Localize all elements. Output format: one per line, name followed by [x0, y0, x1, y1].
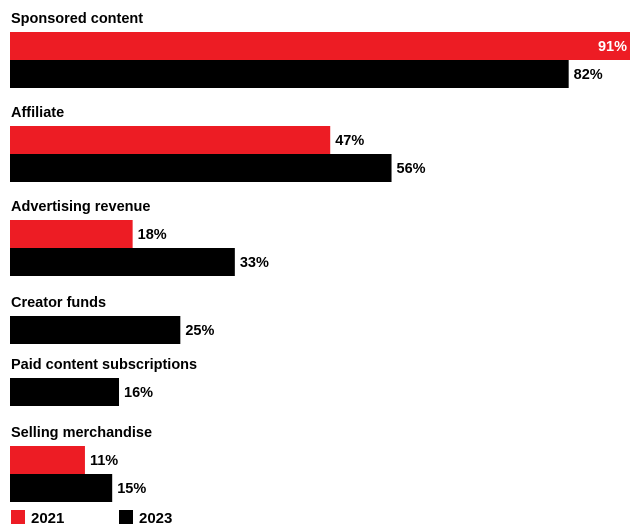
- category-group-selling-merchandise: Selling merchandise 11% 15%: [10, 425, 152, 502]
- category-label: Sponsored content: [11, 11, 143, 27]
- category-label: Paid content subscriptions: [11, 357, 197, 373]
- value-label-2023: 15%: [117, 481, 146, 497]
- bar-2023: [10, 60, 569, 88]
- category-group-paid-content-subscriptions: Paid content subscriptions 16%: [10, 357, 197, 406]
- value-label-2023: 56%: [397, 161, 426, 177]
- bar-2023: [10, 474, 113, 502]
- category-label: Advertising revenue: [11, 199, 150, 215]
- value-label-2023: 33%: [240, 255, 269, 271]
- category-group-sponsored-content: Sponsored content 91% 82%: [10, 11, 630, 88]
- plot-area: Sponsored content 91% 82% Affiliate 47% 56% Ad…: [10, 11, 630, 502]
- legend-label-2021: 2021: [31, 510, 64, 527]
- value-label-2021: 11%: [90, 453, 118, 469]
- category-group-advertising-revenue: Advertising revenue 18% 33%: [10, 199, 269, 276]
- category-label: Creator funds: [11, 295, 106, 311]
- value-label-2023: 82%: [574, 67, 603, 83]
- bar-2023: [10, 154, 392, 182]
- bar-2021: [10, 220, 133, 248]
- value-label-2023: 25%: [185, 323, 214, 339]
- bar-2023: [10, 378, 120, 406]
- category-group-creator-funds: Creator funds 25%: [10, 295, 214, 344]
- category-group-affiliate: Affiliate 47% 56%: [10, 105, 426, 182]
- legend-swatch-2023: [119, 510, 133, 524]
- bar-2021: [10, 32, 630, 60]
- category-label: Selling merchandise: [11, 425, 152, 441]
- legend-swatch-2021: [11, 510, 25, 524]
- value-label-2023: 16%: [124, 385, 153, 401]
- value-label-2021: 18%: [138, 227, 167, 243]
- legend-label-2023: 2023: [139, 510, 172, 527]
- bar-2023: [10, 248, 235, 276]
- value-label-2021: 91%: [598, 39, 627, 55]
- legend: 2021 2023: [11, 510, 172, 527]
- category-label: Affiliate: [11, 105, 64, 121]
- value-label-2021: 47%: [335, 133, 364, 149]
- bar-2023: [10, 316, 181, 344]
- bar-2021: [10, 126, 331, 154]
- bar-2021: [10, 446, 85, 474]
